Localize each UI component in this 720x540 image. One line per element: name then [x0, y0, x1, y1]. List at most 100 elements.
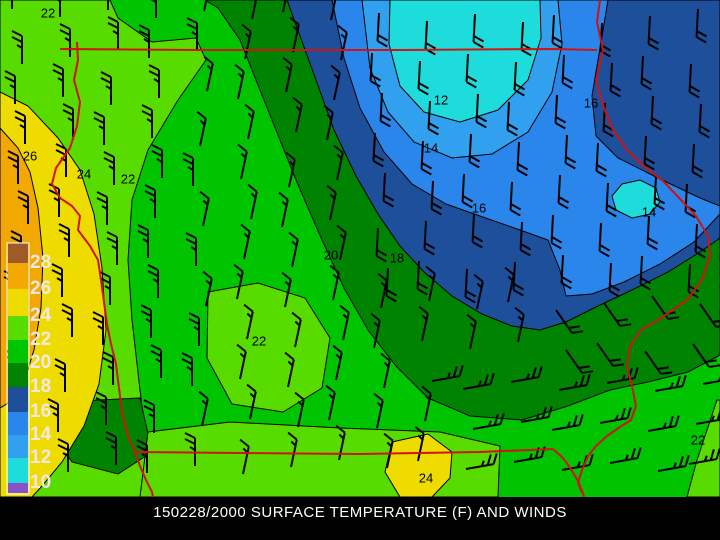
wind-barb-icon: [329, 264, 340, 301]
wind-barb-icon: [519, 221, 532, 257]
wind-barb-icon: [144, 184, 156, 218]
wind-barb-icon: [17, 190, 29, 224]
wind-barb-icon: [561, 54, 574, 90]
wind-barb-icon: [657, 455, 690, 472]
color-scale-segment-22-24: [8, 316, 28, 340]
wind-barb-icon: [473, 273, 484, 310]
contour-label: 20: [324, 247, 338, 262]
wind-barb-icon: [695, 8, 708, 44]
color-scale-segment-20-22: [8, 340, 28, 363]
wind-barb-icon: [7, 150, 19, 184]
wind-barb-icon: [431, 365, 464, 382]
wind-barb-icon: [105, 431, 117, 465]
wind-barb-icon: [102, 351, 114, 385]
wind-barb-icon: [99, 271, 111, 305]
wind-barb-icon: [236, 343, 247, 380]
color-scale-label: 14: [30, 424, 52, 445]
caption-bar: 150228/2000 SURFACE TEMPERATURE (F) AND …: [0, 497, 720, 540]
wind-barb-icon: [332, 344, 343, 381]
wind-barb-icon: [244, 103, 255, 140]
wind-barb-icon: [95, 391, 107, 425]
contour-label: 22: [121, 171, 135, 186]
west-river-border: [51, 41, 154, 497]
wind-barb-icon: [606, 367, 639, 384]
wind-barb-icon: [555, 309, 584, 334]
wind-barb-icon: [372, 132, 385, 168]
wind-barb-icon: [471, 213, 484, 249]
wind-barb-icon: [465, 53, 478, 89]
state-borders: [51, 0, 711, 497]
wind-barb-icon: [336, 224, 347, 261]
wind-barb-icon: [243, 303, 254, 340]
wind-barb-icon: [47, 398, 59, 432]
color-scale-label: 10: [30, 472, 51, 493]
wind-barb-icon: [55, 143, 67, 177]
wind-barb-icon: [650, 95, 663, 131]
wind-barb-icon: [57, 438, 69, 472]
wind-barb-icon: [333, 144, 344, 181]
wind-barb-icon: [462, 373, 495, 390]
wind-barb-icon: [516, 141, 529, 177]
wind-barb-icon: [323, 104, 334, 141]
wind-barb-icon: [199, 190, 210, 227]
wind-barb-icon: [379, 92, 392, 128]
wind-barb-icon: [691, 143, 704, 179]
wind-barb-icon: [370, 312, 381, 349]
wind-barb-icon: [605, 182, 618, 218]
wind-barb-icon: [281, 271, 292, 308]
wind-barb-icon: [380, 352, 391, 389]
wind-barb-icon: [695, 408, 720, 425]
wind-barb-icon: [551, 14, 564, 50]
wind-barb-icon: [554, 94, 567, 130]
wind-barb-icon: [608, 262, 621, 298]
wind-barb-icon: [58, 223, 70, 257]
wind-barb-icon: [687, 263, 700, 299]
wind-barb-icon: [137, 224, 149, 258]
wind-barb-icon: [59, 23, 71, 57]
wind-barb-icon: [181, 352, 193, 386]
wind-barb-icon: [609, 447, 642, 464]
wind-barb-icon: [196, 110, 207, 147]
color-scale-label: 20: [30, 352, 51, 373]
color-scale-segment-16-18: [8, 387, 28, 412]
color-scale-segment-24-26: [8, 289, 28, 316]
wind-barb-icon: [427, 100, 440, 136]
wind-barb-icon: [653, 175, 666, 211]
wind-barb-icon: [247, 183, 258, 220]
wind-barb-icon: [182, 152, 194, 186]
wind-barb-icon: [203, 55, 214, 92]
wind-barb-icon: [376, 12, 389, 48]
wind-barb-icon: [246, 383, 257, 420]
wind-barb-icon: [464, 268, 477, 304]
color-scale-segment-28-30: [8, 243, 28, 263]
wind-barb-icon: [136, 439, 148, 473]
contour-label: 14: [642, 204, 656, 219]
wind-barb-icon: [382, 172, 395, 208]
temperature-regions: [0, 0, 720, 497]
wind-barb-icon: [375, 227, 388, 263]
wind-barb-icon: [107, 16, 119, 50]
wind-barb-icon: [699, 303, 720, 328]
wind-barb-icon: [598, 222, 611, 258]
wind-barb-icon: [513, 61, 526, 97]
wind-barb-icon: [472, 13, 485, 49]
wind-barb-icon: [417, 60, 430, 96]
wind-barb-icon: [185, 232, 197, 266]
wind-barb-icon: [143, 399, 155, 433]
wind-barb-icon: [188, 312, 200, 346]
color-scale-label: 18: [30, 376, 51, 397]
wind-barb-icon: [702, 368, 720, 385]
temp-region-lightgreen-center-blob: [206, 282, 331, 413]
wind-barb-icon: [561, 454, 594, 471]
contour-label: 14: [424, 140, 438, 155]
wind-barb-icon: [151, 144, 163, 178]
wind-barb-icon: [513, 446, 546, 463]
wind-barb-icon: [279, 0, 290, 13]
wind-barb-icon: [278, 191, 289, 228]
wind-barb-icon: [337, 24, 348, 61]
color-scale-segment-14-16: [8, 412, 28, 435]
wind-barb-icon: [558, 374, 591, 391]
contour-label: 24: [77, 166, 91, 181]
